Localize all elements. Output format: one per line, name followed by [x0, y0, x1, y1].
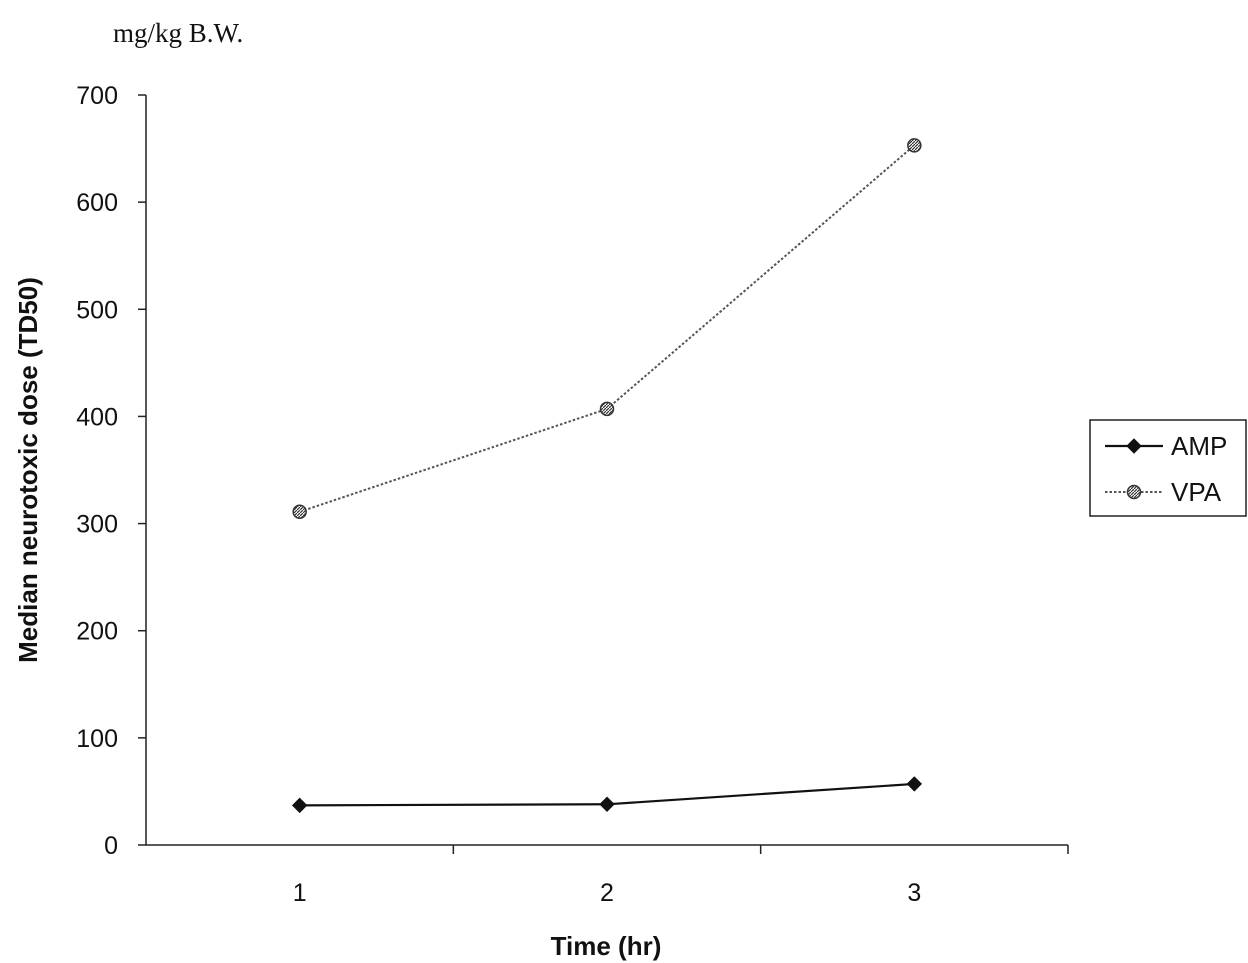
legend: AMP VPA: [1089, 419, 1247, 517]
amp-series: [291, 776, 923, 814]
x-axis-ticks: 1 2 3: [293, 845, 1069, 907]
y-tick-label: 200: [76, 618, 118, 646]
amp-data-point: [291, 797, 308, 814]
plot-area: 0 100 200 300 400 500 600 700 1 2 3: [76, 82, 1069, 907]
y-tick-label: 600: [76, 189, 118, 217]
y-tick-label: 400: [76, 403, 118, 431]
vpa-data-point: [907, 138, 922, 153]
legend-item-vpa: VPA: [1105, 477, 1222, 507]
series-layer: [291, 138, 923, 814]
vpa-data-point: [599, 401, 615, 417]
amp-data-point: [599, 796, 615, 812]
x-tick-label: 3: [907, 879, 921, 907]
amp-data-point: [906, 776, 923, 792]
vpa-data-point: [292, 504, 307, 520]
legend-marker-vpa: [1126, 484, 1142, 500]
vpa-series-line: [299, 144, 915, 513]
legend-marker-amp: [1126, 438, 1142, 454]
x-tick-label: 2: [600, 879, 614, 907]
y-axis-ticks: 0 100 200 300 400 500 600 700: [76, 82, 146, 860]
y-tick-label: 300: [76, 511, 118, 539]
y-unit-note: mg/kg B.W.: [113, 18, 243, 48]
y-axis-title: Median neurotoxic dose (TD50): [13, 277, 43, 663]
x-axis-title: Time (hr): [551, 931, 662, 961]
vpa-series: [292, 138, 922, 520]
legend-box: [1089, 419, 1247, 517]
y-tick-label: 0: [104, 832, 118, 860]
legend-label-vpa: VPA: [1171, 477, 1222, 507]
x-tick-label: 1: [293, 879, 307, 907]
y-tick-label: 100: [76, 725, 118, 753]
y-tick-label: 700: [76, 82, 118, 110]
legend-item-amp: AMP: [1105, 431, 1227, 461]
y-tick-label: 500: [76, 296, 118, 324]
legend-label-amp: AMP: [1171, 431, 1227, 461]
legend-items: AMP VPA: [1105, 431, 1227, 507]
